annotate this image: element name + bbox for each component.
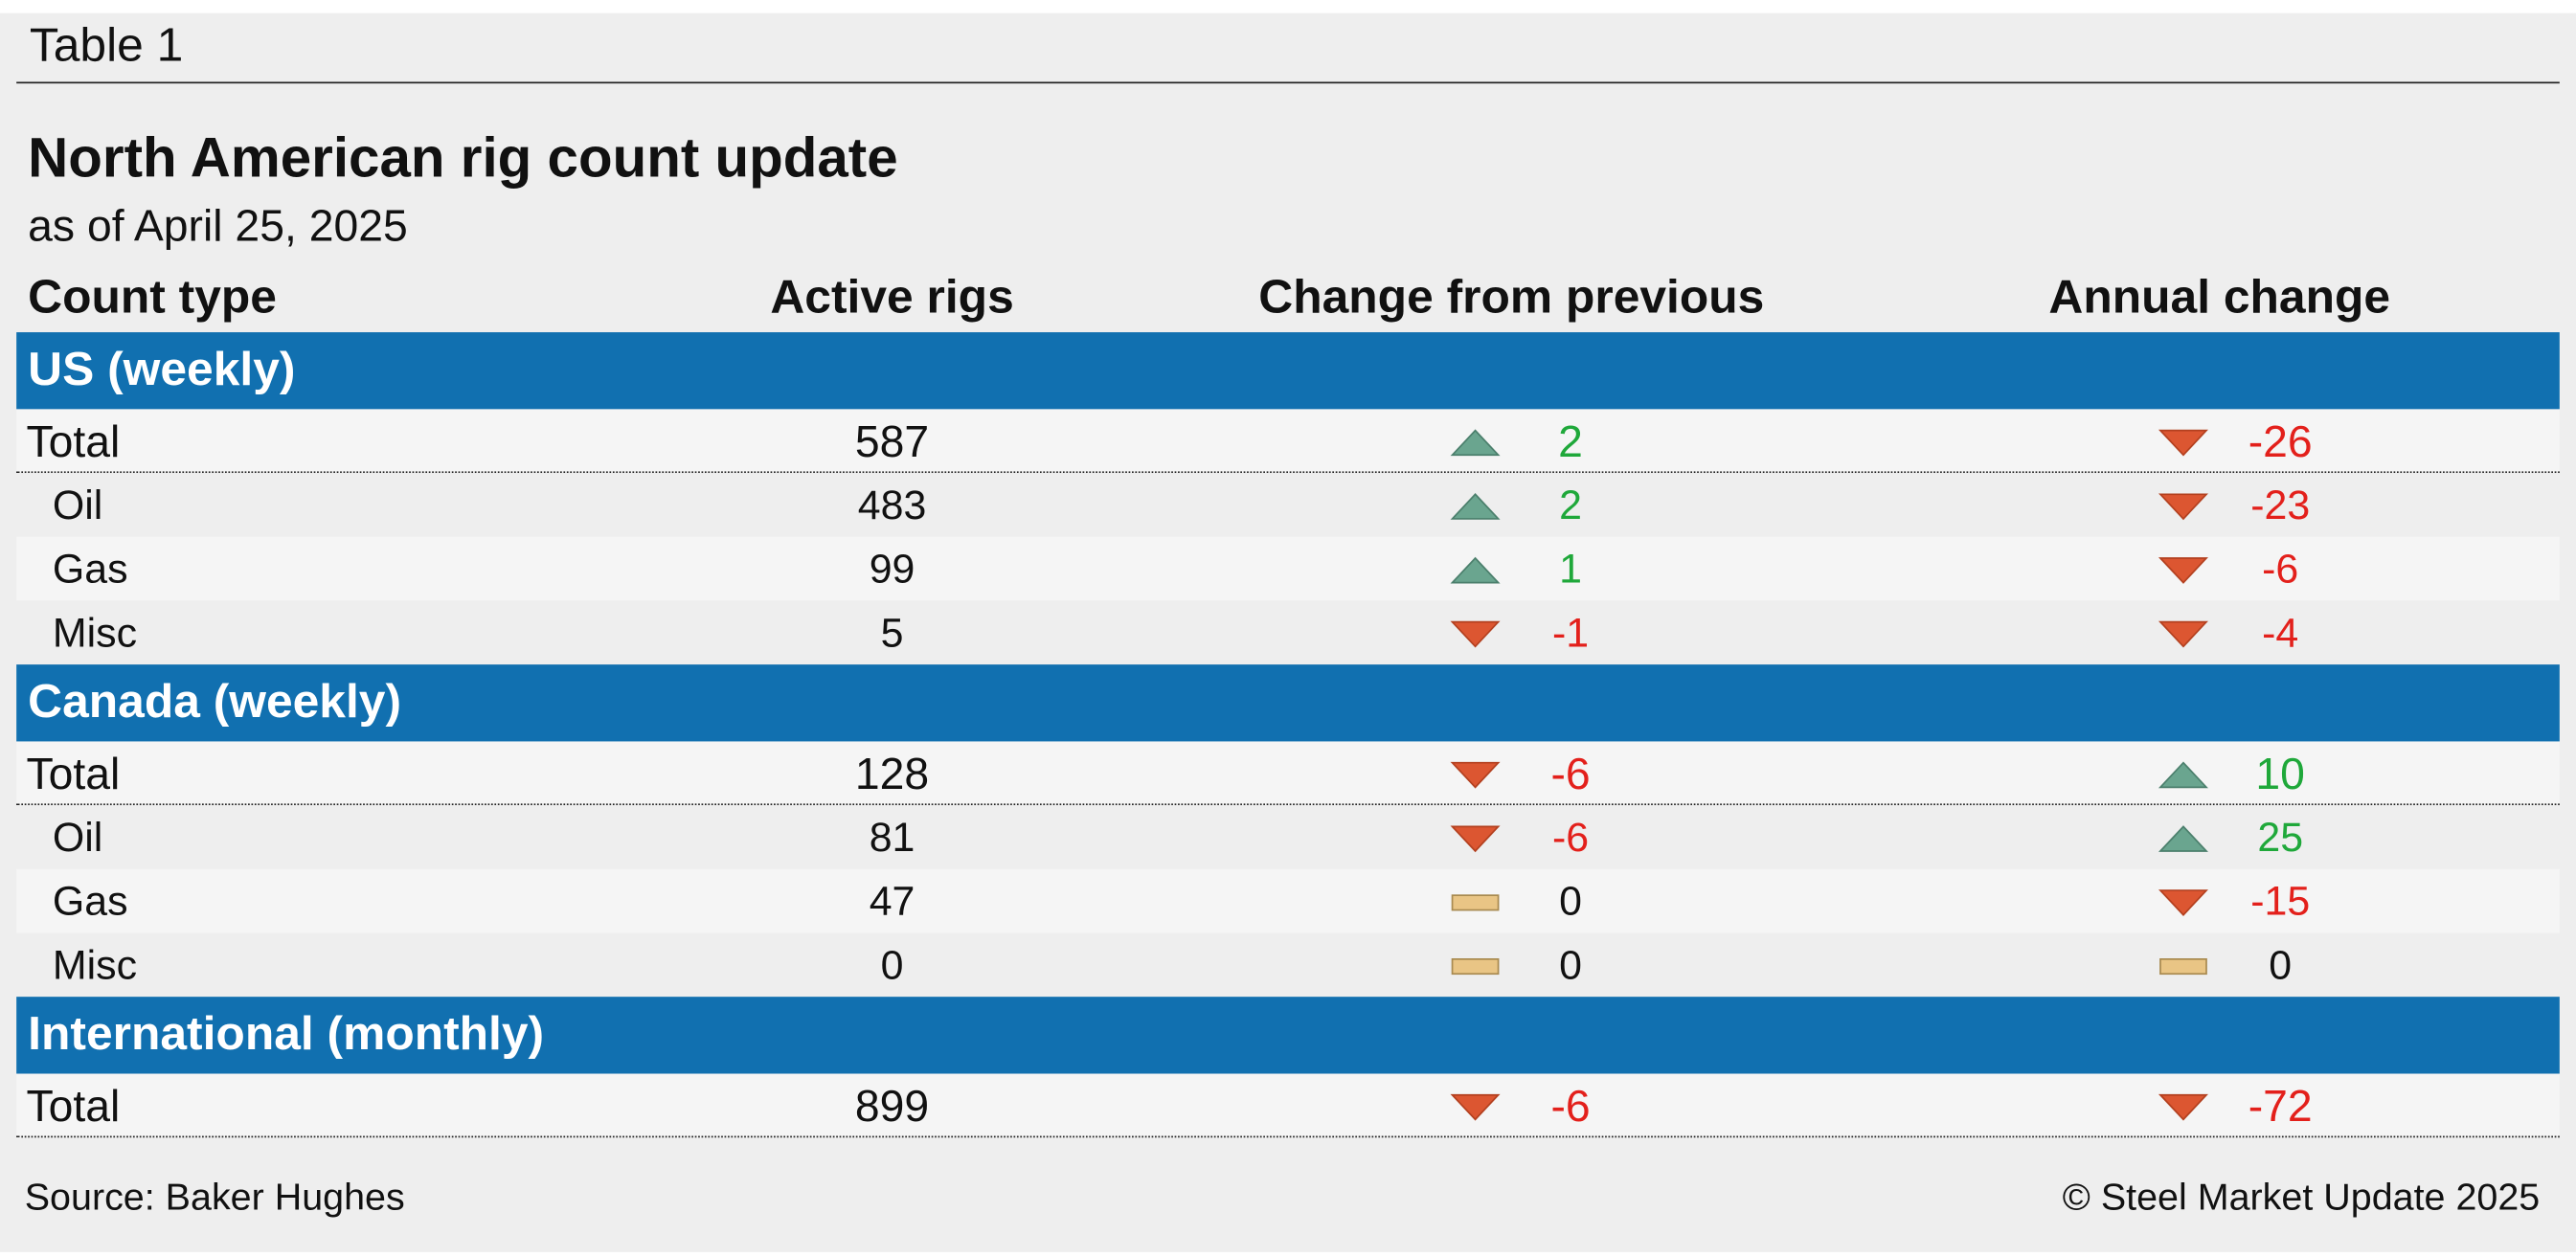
- down-arrow-shape: [2158, 1093, 2208, 1121]
- change-value: 2: [1558, 416, 1583, 467]
- no-change-marker-shape: [1451, 957, 1500, 976]
- detail-row: Gas 99 1 -6: [16, 536, 2560, 601]
- down-arrow-shape: [2158, 429, 2208, 457]
- title: North American rig count update: [28, 127, 898, 191]
- up-arrow: [1450, 556, 1501, 584]
- annual-change-value: 10: [2255, 750, 2305, 799]
- active-rigs: 587: [854, 416, 930, 467]
- active-rigs: 47: [869, 879, 915, 925]
- up-arrow: [1450, 493, 1501, 520]
- annual-change-value: -72: [2248, 1082, 2313, 1132]
- down-arrow: [2158, 620, 2208, 648]
- annual-change-value: -4: [2262, 610, 2299, 657]
- section-title: Canada (weekly): [28, 676, 402, 729]
- down-arrow-shape: [2158, 620, 2208, 648]
- annual-change-value: 0: [2269, 942, 2293, 989]
- active-rigs: 128: [854, 750, 930, 799]
- change-value: -1: [1552, 610, 1590, 657]
- detail-row: Oil 483 2 -23: [16, 473, 2560, 537]
- up-arrow-shape: [2158, 825, 2208, 852]
- down-arrow-shape: [1450, 825, 1501, 853]
- detail-row: Misc 0 0 0: [16, 932, 2560, 998]
- rule: [16, 81, 2560, 84]
- active-rigs: 0: [880, 942, 904, 989]
- no-change-marker: [1451, 957, 1500, 976]
- row-label: Misc: [52, 610, 138, 657]
- up-arrow-shape: [2158, 761, 2208, 789]
- change-value: 2: [1559, 483, 1583, 529]
- active-rigs: 899: [854, 1082, 930, 1132]
- annual-change-value: 25: [2257, 815, 2304, 862]
- down-arrow-shape: [2158, 889, 2208, 916]
- column-header: Count type: [28, 271, 277, 325]
- credit: © Steel Market Update 2025: [2062, 1175, 2541, 1218]
- row-label: Gas: [52, 879, 128, 925]
- change-value: -6: [1550, 750, 1591, 799]
- column-header: Annual change: [2048, 271, 2391, 325]
- down-arrow-shape: [1450, 1093, 1501, 1121]
- up-arrow-shape: [1450, 429, 1501, 457]
- down-arrow: [2158, 889, 2208, 916]
- annual-change-value: -26: [2248, 416, 2313, 467]
- total-row: Total 587 2 -26: [16, 409, 2560, 474]
- up-arrow: [2158, 825, 2208, 852]
- section-header: Canada (weekly): [16, 664, 2560, 742]
- down-arrow: [1450, 620, 1501, 648]
- down-arrow: [1450, 761, 1501, 789]
- row-label: Oil: [52, 483, 103, 529]
- change-value: 0: [1559, 942, 1583, 989]
- active-rigs: 483: [857, 483, 927, 529]
- change-value: -6: [1552, 815, 1590, 862]
- no-change-marker: [1451, 894, 1500, 911]
- down-arrow: [2158, 1093, 2208, 1121]
- change-value: 1: [1559, 547, 1583, 593]
- down-arrow-shape: [2158, 557, 2208, 584]
- down-arrow: [2158, 557, 2208, 584]
- up-arrow: [2158, 761, 2208, 789]
- source: Source: Baker Hughes: [24, 1175, 405, 1218]
- table-label: Table 1: [29, 19, 184, 73]
- down-arrow-shape: [1450, 620, 1501, 648]
- column-header: Active rigs: [770, 271, 1014, 325]
- subtitle: as of April 25, 2025: [28, 201, 408, 251]
- detail-row: Oil 81 -6 25: [16, 805, 2560, 869]
- section-header: US (weekly): [16, 332, 2560, 410]
- active-rigs: 5: [880, 610, 904, 657]
- up-arrow-shape: [1450, 493, 1501, 520]
- section-title: International (monthly): [28, 1008, 545, 1061]
- no-change-marker-shape: [1451, 894, 1500, 911]
- down-arrow: [2158, 429, 2208, 457]
- down-arrow: [1450, 825, 1501, 853]
- total-row: Total 128 -6 10: [16, 741, 2560, 806]
- active-rigs: 81: [869, 815, 915, 862]
- change-value: -6: [1550, 1082, 1591, 1132]
- section-header: International (monthly): [16, 997, 2560, 1074]
- down-arrow-shape: [2158, 493, 2208, 521]
- active-rigs: 99: [869, 547, 915, 593]
- down-arrow: [2158, 493, 2208, 521]
- detail-row: Misc 5 -1 -4: [16, 600, 2560, 665]
- change-value: 0: [1559, 879, 1583, 925]
- section-title: US (weekly): [28, 344, 296, 396]
- down-arrow: [1450, 1093, 1501, 1121]
- detail-row: Gas 47 0 -15: [16, 868, 2560, 933]
- up-arrow: [1450, 429, 1501, 457]
- no-change-marker: [2159, 957, 2207, 976]
- row-label: Total: [26, 750, 121, 799]
- up-arrow-shape: [1450, 556, 1501, 584]
- row-label: Oil: [52, 815, 103, 862]
- row-label: Total: [26, 1082, 121, 1132]
- no-change-marker-shape: [2159, 957, 2207, 976]
- column-header: Change from previous: [1258, 271, 1765, 325]
- annual-change-value: -6: [2262, 547, 2299, 593]
- annual-change-value: -15: [2250, 879, 2311, 925]
- total-row: Total 899 -6 -72: [16, 1073, 2560, 1138]
- row-label: Misc: [52, 942, 138, 989]
- row-label: Gas: [52, 547, 128, 593]
- row-label: Total: [26, 416, 121, 467]
- annual-change-value: -23: [2250, 483, 2311, 529]
- down-arrow-shape: [1450, 761, 1501, 789]
